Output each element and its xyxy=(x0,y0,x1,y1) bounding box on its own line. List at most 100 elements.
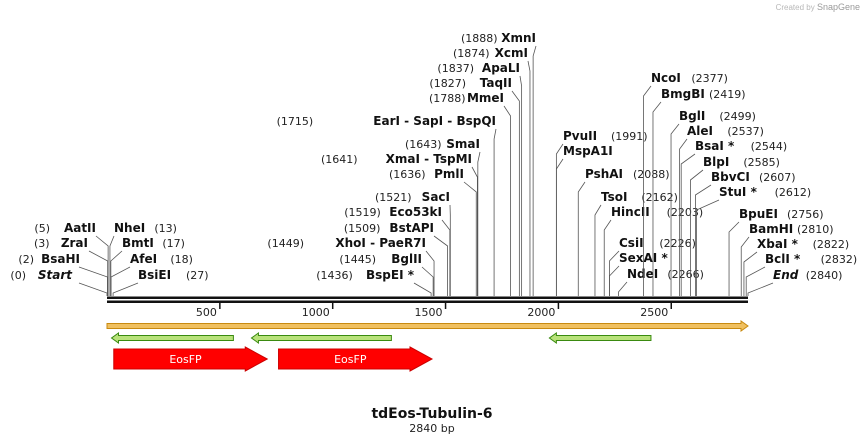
site-position: (2226) xyxy=(659,237,696,250)
site-pvuii[interactable]: PvuII (1991) xyxy=(555,129,648,296)
site-bmti[interactable]: BmtI (17) xyxy=(110,236,185,296)
site-eco53ki[interactable]: Eco53kI (1519) xyxy=(344,205,451,296)
site-bbvci[interactable]: BbvCI (2607) xyxy=(695,170,796,296)
site-saci[interactable]: SacI (1521) xyxy=(375,190,451,296)
site-bgli[interactable]: BglI (2499) xyxy=(670,109,756,296)
site-end[interactable]: End (2840) xyxy=(747,268,843,296)
site-connector xyxy=(609,250,620,296)
site-position: (2840) xyxy=(806,269,843,282)
site-start[interactable]: Start (0) xyxy=(10,268,108,296)
site-alei[interactable]: AleI (2537) xyxy=(679,124,764,296)
site-connector xyxy=(110,266,131,296)
site-name: SacI xyxy=(422,190,450,204)
site-mspa1i[interactable]: MspA1I xyxy=(555,144,613,296)
site-bcli[interactable]: BclI * (2832) xyxy=(745,252,857,296)
site-xmai[interactable]: XmaI - TspMI (1641) xyxy=(321,152,478,296)
site-name: BglII xyxy=(391,252,422,266)
site-stui[interactable]: StuI * (2612) xyxy=(696,185,812,296)
orf-reverse-arrow[interactable] xyxy=(548,332,652,344)
site-apali[interactable]: ApaLI (1837) xyxy=(437,61,523,296)
site-mmei[interactable]: MmeI(1788) xyxy=(429,91,511,296)
site-name: ApaLI xyxy=(482,61,520,75)
ruler-ticks: 500 1000 1500 2000 2500 xyxy=(196,303,673,319)
site-name: XmaI - TspMI xyxy=(386,152,472,166)
feature-eosfp[interactable]: EosFP xyxy=(278,346,434,372)
site-connector xyxy=(679,138,688,296)
site-pmli[interactable]: PmlI (1636) xyxy=(389,167,477,296)
site-connector xyxy=(493,128,497,296)
feature-eosfp[interactable]: EosFP xyxy=(113,346,269,372)
site-name: ZraI xyxy=(61,236,88,250)
site-connector xyxy=(603,219,612,296)
orf-reverse-arrow[interactable] xyxy=(110,332,234,344)
site-connector xyxy=(78,282,108,296)
site-position: (2607) xyxy=(759,171,796,184)
site-aatii[interactable]: AatII (5) xyxy=(34,221,109,296)
site-name: NcoI xyxy=(651,71,681,85)
site-connector xyxy=(527,60,531,296)
orf-reverse-arrow[interactable] xyxy=(250,332,392,344)
site-blpi[interactable]: BlpI (2585) xyxy=(690,155,780,296)
site-ndei[interactable]: NdeI (2266) xyxy=(618,267,704,296)
site-bamhi[interactable]: BamHI (2810) xyxy=(740,222,834,296)
site-connector xyxy=(555,158,564,296)
backbone-top-strand xyxy=(107,296,748,299)
site-connector xyxy=(680,153,696,296)
site-taqii[interactable]: TaqII (1827) xyxy=(429,76,520,296)
site-position: (3) xyxy=(34,237,50,250)
site-bsiei[interactable]: BsiEI (27) xyxy=(112,268,209,296)
site-connector xyxy=(690,169,704,296)
site-tsoi[interactable]: TsoI (2162) xyxy=(594,190,678,296)
site-name: BpuEI xyxy=(739,207,778,221)
site-connector xyxy=(109,235,115,296)
site-name: PmlI xyxy=(434,167,464,181)
site-position: (2544) xyxy=(751,140,788,153)
tick-label: 2500 xyxy=(640,306,668,319)
site-name: BmtI xyxy=(122,236,154,250)
site-connector xyxy=(95,235,109,296)
site-connector xyxy=(425,250,435,296)
site-name: MmeI xyxy=(467,91,504,105)
site-position: (2612) xyxy=(775,186,812,199)
site-nhei[interactable]: NheI (13) xyxy=(109,221,177,296)
site-connector xyxy=(532,45,537,296)
site-bpuei[interactable]: BpuEI (2756) xyxy=(728,207,824,296)
tick-label: 2000 xyxy=(527,306,555,319)
site-connector xyxy=(618,281,628,296)
site-smai[interactable]: SmaI (1643) xyxy=(405,137,481,296)
site-name: End xyxy=(773,268,799,282)
site-name: NdeI xyxy=(627,267,658,281)
site-connector xyxy=(88,250,109,296)
site-name: BlpI xyxy=(703,155,729,169)
site-name: PshAI xyxy=(585,167,623,181)
tick-label: 1000 xyxy=(302,306,330,319)
site-position: (1509) xyxy=(344,222,381,235)
site-xbai[interactable]: XbaI * (2822) xyxy=(743,237,849,296)
site-csii[interactable]: CsiI (2226) xyxy=(609,236,696,296)
snapgene-credit: Created by SnapGene xyxy=(776,2,860,12)
site-afei[interactable]: AfeI (18) xyxy=(110,252,193,296)
site-pshai[interactable]: PshAI (2088) xyxy=(577,167,670,296)
site-name: XbaI * xyxy=(757,237,799,251)
site-position: (1837) xyxy=(437,62,474,75)
site-xcmi[interactable]: XcmI (1874) xyxy=(453,46,531,296)
site-bsai[interactable]: BsaI * (2544) xyxy=(680,139,788,296)
site-bmgbi[interactable]: BmgBI (2419) xyxy=(652,87,746,296)
site-position: (2162) xyxy=(641,191,678,204)
site-eari[interactable]: EarI - SapI - BspQI (1715) xyxy=(277,114,497,296)
site-connector xyxy=(740,236,750,296)
site-connector xyxy=(594,204,602,296)
orf-forward-arrow[interactable] xyxy=(106,320,749,332)
site-ncoi[interactable]: NcoI (2377) xyxy=(643,71,728,296)
site-connector xyxy=(696,199,720,296)
eosfp-arrow xyxy=(113,346,269,372)
site-position: (2419) xyxy=(709,88,746,101)
site-bstapi[interactable]: BstAPI (1509) xyxy=(344,221,448,296)
site-name: TsoI xyxy=(601,190,627,204)
site-xhoi[interactable]: XhoI - PaeR7I (1449) xyxy=(267,236,435,296)
site-hincii[interactable]: HincII (2203) xyxy=(603,205,703,296)
site-xmni[interactable]: XmnI(1888) xyxy=(461,31,537,296)
site-bglii[interactable]: BglII (1445) xyxy=(339,252,434,296)
site-bspei[interactable]: BspEI * (1436) xyxy=(316,268,432,296)
site-zrai[interactable]: ZraI (3) xyxy=(34,236,109,296)
